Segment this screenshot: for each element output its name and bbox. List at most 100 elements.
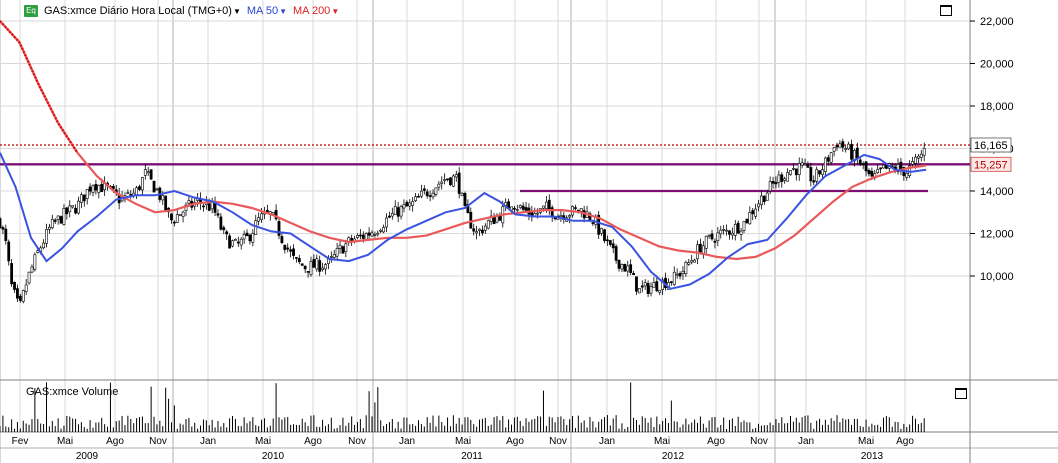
candle-body [475,231,479,234]
candle-body [417,196,420,198]
candle-body [373,234,377,236]
candle-body [614,246,618,261]
candle-body [71,205,75,208]
candle-body [68,205,72,212]
candle-body [21,290,25,302]
maximize-volume-pane-icon[interactable] [955,388,967,399]
ma200-selector[interactable]: MA 200▼ [293,5,339,17]
candle-body [733,224,737,236]
candle-body [440,181,444,184]
candle-body [402,204,406,209]
candle-body [231,240,234,247]
candle-body [27,271,31,284]
candle-body [172,221,176,224]
candle-body [757,203,760,208]
candle-body [175,214,179,223]
candle-body [777,174,781,183]
candle-body [361,234,365,239]
candle-body [916,155,920,159]
candle-body [608,240,612,245]
candle-body [18,295,22,301]
candle-body [236,241,240,244]
candle-body [521,205,525,210]
candle-body [760,195,763,206]
candle-body [719,229,723,235]
x-month-label: Mai [255,436,271,447]
candle-body [382,227,386,233]
candle-body [295,257,298,259]
y-tick-label: 12,000 [980,229,1014,241]
candle-body [661,279,665,290]
candle-body [94,183,98,191]
candle-body [867,170,871,175]
candle-body [914,156,917,164]
candle-body [783,178,787,181]
candle-body [184,204,188,211]
candle-body [861,163,865,166]
candle-body [832,147,836,152]
candle-body [658,289,662,293]
candle-body [303,265,307,270]
candle-body [905,173,909,178]
candle-body [858,159,862,165]
candle-body [437,183,441,188]
candle-body [649,286,653,294]
candle-body [7,241,11,262]
candle-body [1,227,5,230]
candle-body [141,177,144,191]
candle-body [739,230,743,235]
chevron-down-icon: ▼ [331,6,340,16]
candle-body [617,259,621,269]
candle-body [88,186,92,192]
ma50-label: MA 50 [246,4,279,17]
candle-body [356,234,359,238]
candle-body [50,218,54,229]
level-price-tag [970,156,1012,172]
x-year-label: 2009 [76,451,99,462]
candle-body [754,208,758,217]
candle-body [56,215,60,220]
candle-body [91,185,95,193]
candle-body [812,180,816,183]
candle-body [568,215,572,218]
candle-body [838,143,842,148]
candle-body [597,214,601,235]
candle-body [690,260,694,263]
chart-legend: Eq GAS:xmce Diário Hora Local (TMG+0)▼ M… [24,3,339,18]
candle-body [335,248,339,257]
candle-body [36,250,40,253]
x-year-label: 2010 [262,451,285,462]
candle-body [24,284,28,292]
candle-body [181,211,185,217]
candle-body [260,213,263,220]
candle-body [678,273,682,277]
candle-body [245,232,249,236]
candle-body [451,175,455,187]
candle-body [45,229,48,244]
candle-body [547,199,551,210]
maximize-price-pane-icon[interactable] [940,5,952,16]
last-price-label: 16,165 [974,140,1008,152]
candle-body [257,217,261,222]
candle-body [59,216,63,224]
price-tags: 16,165 15,257 [970,137,1012,172]
candle-body [864,161,868,172]
chevron-down-icon: ▼ [232,6,241,16]
candle-body [797,163,801,175]
candle-body [449,177,452,186]
volume-label: GAS:xmce Volume [26,386,119,398]
candle-body [225,231,229,235]
candle-body [324,264,327,270]
candle-body [289,249,293,252]
candle-body [826,157,830,162]
candle-body [742,221,746,231]
candle-body [74,207,77,214]
candlesticks [0,138,926,304]
x-month-label: Nov [549,436,567,447]
candle-body [911,161,914,165]
ma50-selector[interactable]: MA 50▼ [247,5,287,17]
symbol-selector[interactable]: GAS:xmce Diário Hora Local (TMG+0)▼ [44,5,241,17]
candle-body [274,210,278,220]
candle-body [443,179,447,181]
